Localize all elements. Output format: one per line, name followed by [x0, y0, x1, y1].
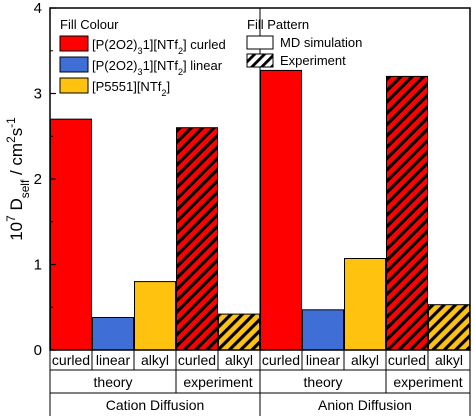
category-label: alkyl — [351, 352, 379, 368]
y-tick-label: 1 — [34, 257, 42, 274]
category-label: alkyl — [225, 352, 253, 368]
y-axis-label-part: D — [7, 198, 26, 215]
bar-linear — [92, 317, 134, 351]
category-label: curled — [262, 352, 300, 368]
y-axis-label-part: / cm — [7, 143, 26, 180]
legend-label-part: [P5551][NTf — [92, 79, 162, 94]
bar-alkyl — [134, 281, 176, 351]
y-axis-label-part: 7 — [4, 215, 18, 222]
y-tick-label: 3 — [34, 86, 42, 103]
subgroup-label: experiment — [393, 374, 462, 390]
legend-label: [P(2O2)31][NTf2] curled — [92, 37, 226, 56]
category-label: alkyl — [141, 352, 169, 368]
bar-curled — [50, 118, 92, 351]
bar-alkyl — [428, 304, 470, 351]
category-label: alkyl — [435, 352, 463, 368]
legend-label-part: [P(2O2) — [92, 37, 138, 52]
legend-pattern-title: Fill Pattern — [247, 17, 309, 32]
bar-curled — [386, 75, 428, 351]
subgroup-label: experiment — [183, 374, 252, 390]
bar-linear — [302, 309, 344, 351]
legend-label: [P5551][NTf2] — [92, 79, 170, 98]
category-label: linear — [306, 352, 341, 368]
legend-label-part: ] — [166, 79, 170, 94]
legend-label-part: 3 — [138, 67, 143, 77]
category-label: curled — [52, 352, 90, 368]
legend-swatch-blue — [59, 56, 89, 73]
legend-label-part: 1][NTf — [143, 37, 179, 52]
legend: Fill Colour[P(2O2)31][NTf2] curled[P(2O2… — [59, 17, 362, 98]
y-axis-label: 107 Dself / cm2s-1 — [4, 117, 32, 241]
bar-curled — [176, 127, 218, 351]
y-axis-label-part: -1 — [4, 117, 18, 128]
legend-fill-title: Fill Colour — [60, 17, 119, 32]
legend-swatch-solid — [246, 35, 274, 50]
y-axis-label-part: 10 — [7, 222, 26, 241]
legend-label-part: ] linear — [183, 58, 223, 73]
axes-layer — [49, 7, 471, 416]
legend-swatch-hatched — [246, 53, 274, 68]
y-axis-label-part: s — [7, 128, 26, 137]
group-label: Cation Diffusion — [106, 397, 205, 413]
y-axis-label-part: self — [18, 179, 32, 198]
legend-label-part: [P(2O2) — [92, 58, 138, 73]
category-label: curled — [388, 352, 426, 368]
subgroup-label: theory — [94, 374, 133, 390]
bar-alkyl — [218, 313, 260, 351]
legend-label-part: ] curled — [183, 37, 226, 52]
legend-label-part: 2 — [178, 46, 183, 56]
bar-alkyl — [344, 258, 386, 351]
legend-label-part: 3 — [138, 46, 143, 56]
legend-label: MD simulation — [280, 35, 362, 50]
legend-label-part: 2 — [178, 67, 183, 77]
y-tick-label: 2 — [34, 171, 42, 188]
legend-label-part: 1][NTf — [143, 58, 179, 73]
legend-label: Experiment — [280, 53, 346, 68]
category-label: linear — [96, 352, 131, 368]
legend-label-part: 2 — [161, 88, 166, 98]
category-label: curled — [178, 352, 216, 368]
group-label: Anion Diffusion — [318, 397, 412, 413]
subgroup-label: theory — [304, 374, 343, 390]
legend-label: [P(2O2)31][NTf2] linear — [92, 58, 223, 77]
y-axis-label-part: 2 — [4, 136, 18, 143]
y-tick-label: 0 — [34, 342, 42, 359]
legend-swatch-red — [59, 35, 89, 52]
y-tick-label: 4 — [34, 0, 42, 17]
bar-curled — [260, 69, 302, 351]
legend-swatch-yellow — [59, 77, 89, 94]
